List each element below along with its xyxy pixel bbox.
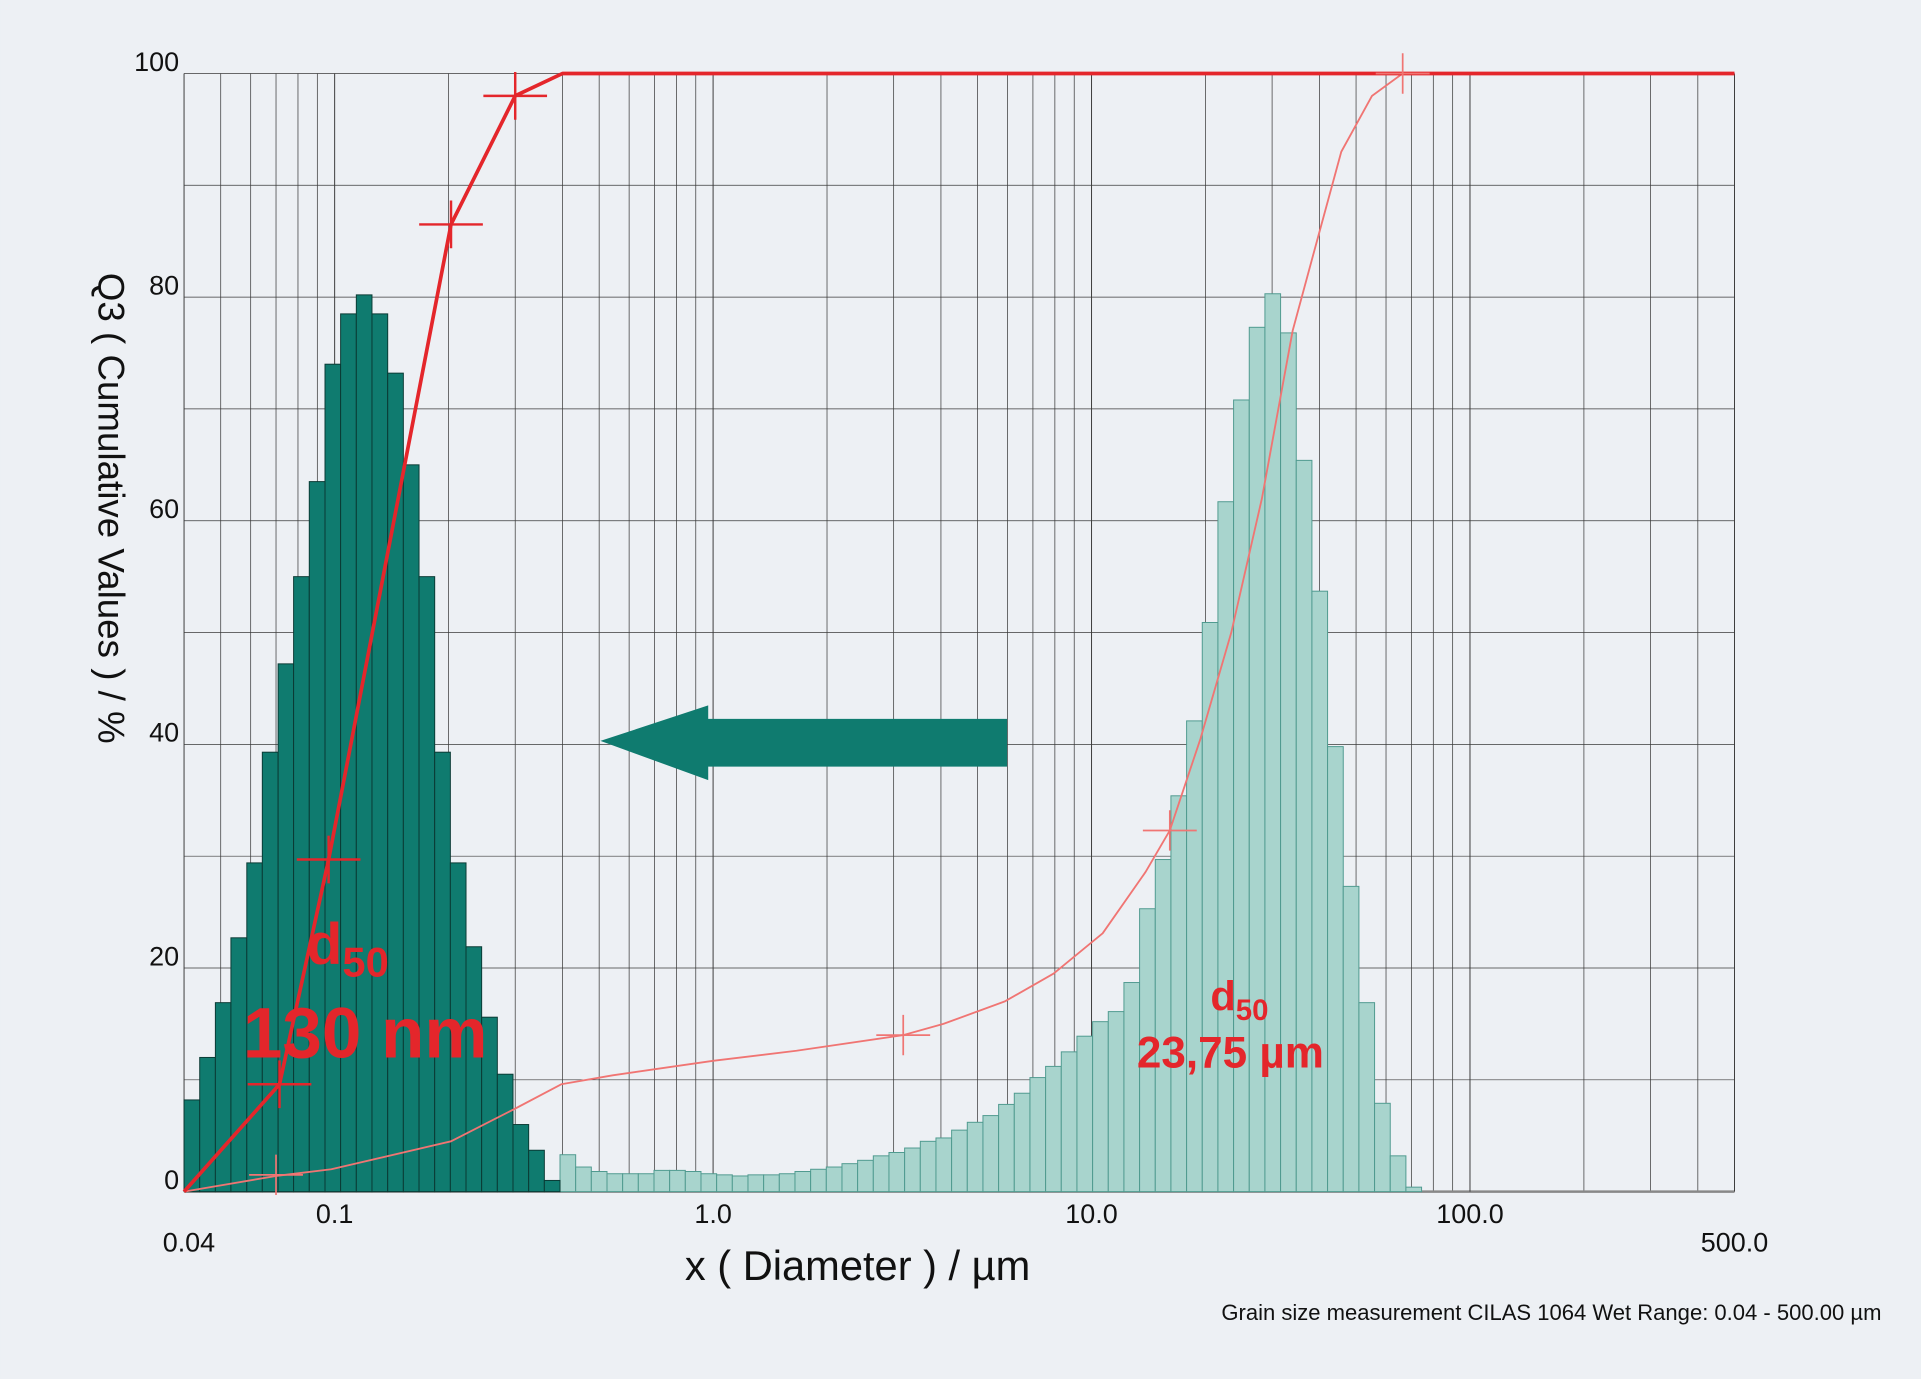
- histogram-bar: [888, 1151, 906, 1193]
- histogram-bar: [1342, 885, 1360, 1193]
- histogram-bar: [716, 1174, 733, 1193]
- annotation-symbol: d: [307, 911, 343, 976]
- cross-marker: [483, 71, 548, 120]
- x-tick-label: 100.0: [1436, 1199, 1503, 1229]
- histogram-bar: [606, 1173, 624, 1193]
- y-tick-label: 100: [134, 47, 179, 77]
- cross-marker: [876, 1014, 931, 1056]
- y-tick-label: 40: [149, 718, 179, 748]
- histogram-bar: [528, 1149, 545, 1193]
- histogram-bar: [214, 1002, 232, 1193]
- annotation-value: 23,75 µm: [1137, 1028, 1324, 1077]
- y-tick-label: 60: [149, 494, 179, 524]
- histogram-bar: [1092, 1021, 1109, 1193]
- histogram-bar: [684, 1171, 702, 1193]
- x-tick-label: 0.1: [316, 1199, 353, 1229]
- annotation-symbol: d: [1210, 972, 1235, 1019]
- histogram-bar: [434, 751, 451, 1193]
- histogram-bar: [575, 1166, 592, 1193]
- histogram-bar: [669, 1169, 686, 1193]
- histogram-bar: [1045, 1065, 1062, 1193]
- y-tick-label: 80: [149, 270, 179, 300]
- x-axis-label: x ( Diameter ) / µm: [685, 1242, 1030, 1289]
- histogram-bar: [1295, 459, 1313, 1193]
- lines: [182, 53, 1735, 1196]
- histogram-bar: [402, 464, 420, 1193]
- histogram-bar: [1154, 859, 1172, 1193]
- histogram-bar: [1389, 1155, 1407, 1193]
- x-tick-label: 10.0: [1065, 1199, 1117, 1229]
- cross-marker: [1375, 53, 1430, 94]
- histogram-bar: [1358, 1002, 1376, 1193]
- histogram-bar: [293, 576, 310, 1193]
- histogram-bar: [1076, 1035, 1094, 1193]
- histogram-bar: [872, 1155, 890, 1193]
- annotation-label: d50: [307, 911, 389, 985]
- histogram-bar: [653, 1169, 671, 1193]
- x-tick-label: 500.0: [1701, 1227, 1768, 1257]
- histogram-bar: [1217, 501, 1235, 1193]
- footnote: Grain size measurement CILAS 1064 Wet Ra…: [1221, 1300, 1881, 1325]
- histogram-bar: [1060, 1051, 1078, 1193]
- annotation-value: 130 nm: [243, 994, 488, 1073]
- y-tick-label: 20: [149, 941, 179, 971]
- histogram-bar: [763, 1174, 780, 1193]
- annotation-label: d50: [1210, 972, 1268, 1026]
- histogram-bar: [966, 1121, 984, 1193]
- annotation-subscript: 50: [1236, 994, 1269, 1027]
- shift-arrow: [600, 705, 1008, 781]
- histogram-bar: [1170, 795, 1188, 1193]
- histogram-bar: [919, 1140, 937, 1193]
- cumulative-line: [183, 72, 1735, 1193]
- annotation-subscript: 50: [342, 939, 388, 986]
- histogram-bar: [731, 1175, 749, 1193]
- histogram-bar: [794, 1171, 812, 1193]
- cross-marker: [247, 1060, 312, 1109]
- histogram-bar: [277, 663, 295, 1193]
- histogram-bar: [841, 1163, 859, 1193]
- histogram-bar: [590, 1171, 608, 1193]
- histogram-bar: [1311, 590, 1329, 1193]
- y-axis-label: Q3 ( Cumulative Values ) / %: [90, 273, 131, 744]
- histogram-bar: [261, 751, 279, 1193]
- histogram-bar: [512, 1124, 530, 1193]
- histogram-bar: [825, 1166, 843, 1193]
- cross-marker: [296, 835, 361, 884]
- histogram-bar: [1374, 1102, 1391, 1193]
- histogram-bar: [496, 1073, 514, 1193]
- histogram-bar: [622, 1173, 639, 1193]
- histogram-bar: [308, 481, 326, 1193]
- histogram-bar: [935, 1137, 953, 1193]
- histogram-bar: [543, 1179, 561, 1193]
- histogram-bar: [1107, 1011, 1125, 1193]
- histogram-bar: [998, 1103, 1015, 1193]
- histogram-bar: [1123, 982, 1141, 1193]
- histogram-bar: [982, 1115, 1000, 1193]
- histogram-bar: [1405, 1186, 1423, 1193]
- histogram-bar: [1013, 1092, 1031, 1193]
- histogram-bar: [951, 1129, 968, 1193]
- cross-marker: [419, 200, 483, 249]
- histogram-bar: [778, 1173, 796, 1193]
- histogram-bar: [747, 1174, 765, 1193]
- histogram-bar: [1029, 1077, 1047, 1193]
- histogram-bar: [810, 1168, 827, 1193]
- x-tick-label: 0.04: [163, 1227, 215, 1257]
- histogram-bar: [418, 576, 436, 1193]
- cross-marker: [249, 1154, 303, 1196]
- histogram-bar: [857, 1159, 874, 1193]
- y-tick-label: 0: [164, 1165, 179, 1195]
- histogram-bar: [1186, 720, 1203, 1193]
- histogram-bar: [700, 1173, 718, 1193]
- histogram-bar: [559, 1154, 577, 1193]
- histogram-bar: [637, 1173, 655, 1193]
- x-tick-label: 1.0: [694, 1199, 731, 1229]
- cross-marker: [1142, 810, 1197, 851]
- histogram-bar: [1327, 746, 1344, 1193]
- histogram-bar: [904, 1147, 921, 1193]
